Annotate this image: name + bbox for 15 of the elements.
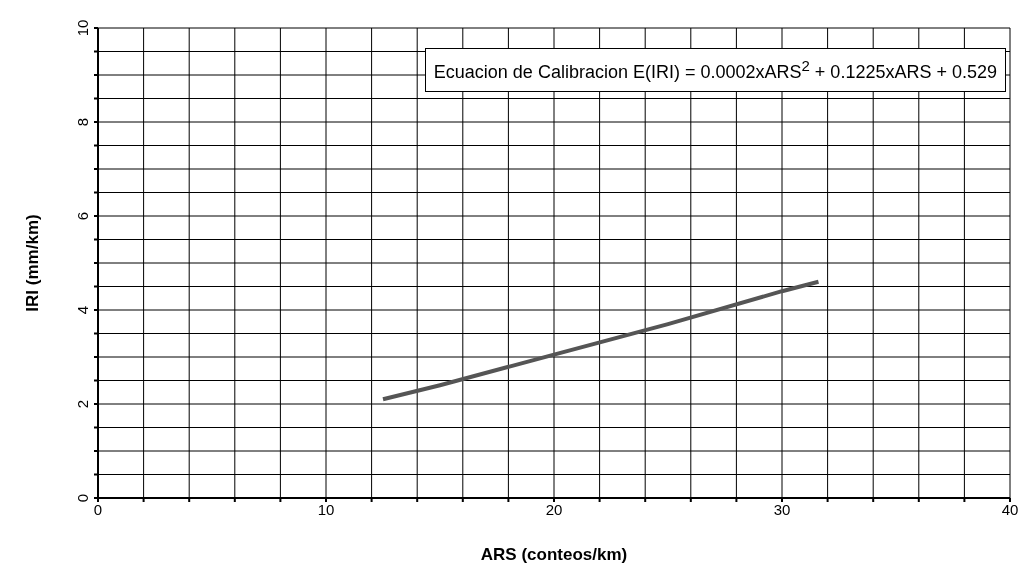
x-tick-label: 10 (317, 500, 335, 518)
y-tick-label: 10 (74, 19, 91, 37)
x-tick-label: 0 (93, 500, 103, 518)
x-tick-label: 40 (1001, 500, 1019, 518)
y-axis-title: IRI (mm/km) (23, 214, 43, 312)
x-tick-label: 30 (773, 500, 791, 518)
y-tick-label: 4 (74, 305, 91, 315)
y-tick-label: 2 (74, 399, 91, 409)
x-tick-label: 20 (545, 500, 563, 518)
y-tick-label: 8 (74, 117, 91, 127)
x-axis-title: ARS (conteos/km) (480, 545, 628, 564)
y-tick-label: 6 (74, 211, 91, 221)
line-series (381, 279, 821, 402)
annotation: Ecuacion de Calibracion E(IRI) = 0.0002xARS$^{2}$ + 0.1225xARS + 0.529 (424, 48, 1006, 92)
y-tick-label: 0 (74, 493, 91, 503)
